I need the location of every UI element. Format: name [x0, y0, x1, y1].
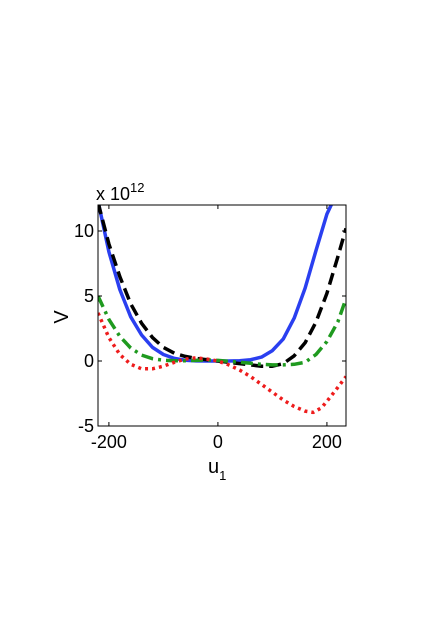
- x-tick-label: -200: [91, 432, 127, 452]
- y-axis-label: V: [51, 310, 73, 324]
- y-exponent-label: x 1012: [96, 180, 145, 204]
- y-tick-label: -5: [78, 416, 94, 436]
- x-tick-label: 0: [213, 432, 223, 452]
- series-layer: [98, 205, 346, 415]
- x-axis-label-main: u: [208, 456, 219, 478]
- y-exponent-prefix: x 10: [96, 184, 130, 204]
- y-tick-label: 0: [84, 351, 94, 371]
- x-tick-label: 200: [312, 432, 342, 452]
- y-exponent-power: 12: [130, 180, 144, 195]
- series-line-3: [98, 295, 346, 367]
- series-line-4: [98, 312, 346, 415]
- y-tick-label: 5: [84, 286, 94, 306]
- plot-frame: [97, 204, 347, 427]
- x-axis-label-subscript: 1: [219, 468, 226, 483]
- x-axis-label: u1: [208, 456, 226, 483]
- y-tick-label: 10: [74, 221, 94, 241]
- ticks-layer: [98, 205, 346, 427]
- labels-layer: -200 0 200 -5 0 5 10: [74, 221, 342, 452]
